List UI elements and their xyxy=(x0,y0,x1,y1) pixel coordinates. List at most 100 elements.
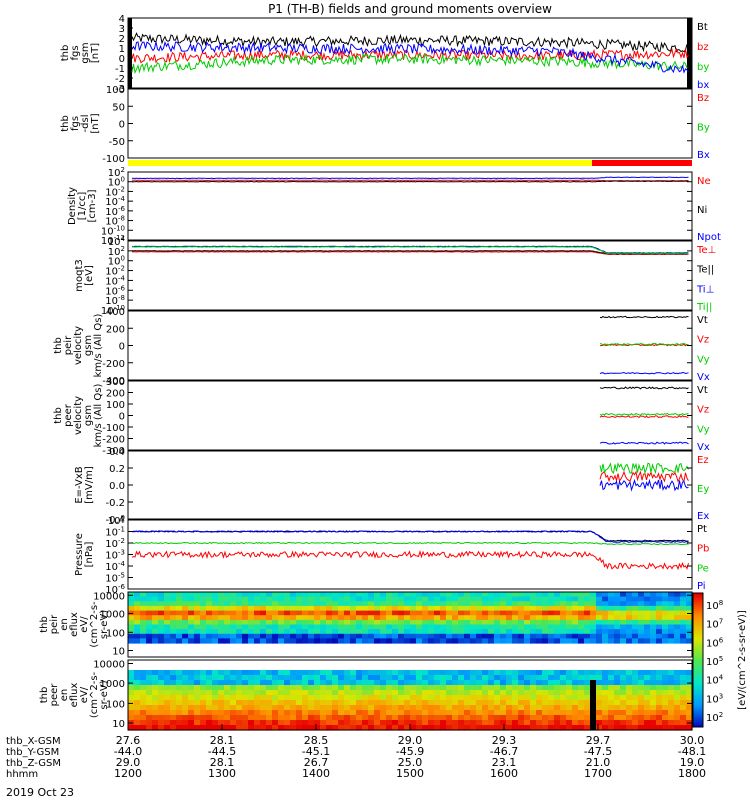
x-tick-label: 1300 xyxy=(208,767,236,780)
chart-title: P1 (TH-B) fields and ground moments over… xyxy=(268,2,552,16)
y-axis-label: [1/cc] xyxy=(77,192,88,221)
x-tick-label: 1700 xyxy=(584,767,612,780)
y-tick-label: 10 xyxy=(112,647,125,658)
y-tick-label: 200 xyxy=(106,389,125,400)
y-axis-label: peir xyxy=(49,614,60,634)
x-tick-label: 21.0 xyxy=(586,756,611,769)
x-tick-label: 25.0 xyxy=(398,756,423,769)
x-tick-label: 1400 xyxy=(302,767,330,780)
y-axis-label: km/s (All Qs) xyxy=(93,384,104,448)
x-tick-label: 28.5 xyxy=(304,734,329,747)
series-by xyxy=(131,53,689,75)
legend-Pt: Pt xyxy=(697,524,707,535)
legend-Vy: Vy xyxy=(697,354,710,365)
x-tick-label: 29.0 xyxy=(116,756,141,769)
legend-Te⊥: Te⊥ xyxy=(696,245,716,256)
colorbar-label: [eV/(cm^2-s-sr-eV)] xyxy=(737,610,748,710)
series-bz xyxy=(131,47,689,64)
y-tick-label: -2 xyxy=(115,74,125,85)
y-axis-label: [nT] xyxy=(90,43,101,63)
series-Ne xyxy=(131,179,689,182)
x-tick-label: -47.5 xyxy=(584,745,612,758)
y-tick-label: 0 xyxy=(119,54,125,65)
y-tick-label: 10 xyxy=(112,719,125,730)
x-tick-label: -44.5 xyxy=(208,745,236,758)
y-tick-label: 3 xyxy=(119,24,125,35)
legend-Vy: Vy xyxy=(697,424,710,435)
y-tick-label: 0.0 xyxy=(109,481,125,492)
date-label: 2019 Oct 23 xyxy=(6,786,74,799)
colorbar-tick-label: 103 xyxy=(706,692,723,705)
y-axis-label: [cm-3] xyxy=(87,189,98,222)
panel-frame xyxy=(127,171,693,241)
legend-bx: bx xyxy=(697,80,709,91)
x-tick-label: 1200 xyxy=(114,767,142,780)
legend-bz: bz xyxy=(697,42,709,53)
x-tick-label: 28.1 xyxy=(210,756,235,769)
series-Pe xyxy=(131,541,689,546)
colorbar-tick-label: 108 xyxy=(706,599,723,612)
y-axis-label: sr-eV) xyxy=(99,680,110,709)
x-tick-label: 19.0 xyxy=(680,756,705,769)
series-Vx xyxy=(599,371,689,375)
legend-Vz: Vz xyxy=(697,405,709,416)
y-axis-label: km/s (All Qs) xyxy=(93,314,104,378)
y-tick-label: 300 xyxy=(106,377,125,388)
legend-By: By xyxy=(697,123,710,134)
x-tick-label: 23.1 xyxy=(492,756,517,769)
panel-frame xyxy=(127,591,693,658)
legend-Ti⊥: Ti⊥ xyxy=(696,284,714,295)
legend-Ez: Ez xyxy=(697,455,709,466)
y-tick-label: -0.4 xyxy=(105,515,125,526)
y-tick-label: 400 xyxy=(106,307,125,318)
x-tick-label: 29.0 xyxy=(398,734,423,747)
y-axis-label: thb xyxy=(39,616,50,633)
y-axis-label: eflux xyxy=(69,683,80,708)
x-tick-label: 1800 xyxy=(678,767,706,780)
panel-peer_eflux: 10000 1000 100 10 thb peer en eflux eV/(cm^2-s-s… xyxy=(39,659,693,731)
panel-efield: 0.4 0.2 0.0 -0.2 -0.4 E=-VxB [mV/m] Ez Ey Ex xyxy=(74,447,709,526)
y-axis-label: eflux xyxy=(69,612,80,637)
y-tick-label: 0 xyxy=(119,120,125,131)
legend-Vx: Vx xyxy=(697,442,710,453)
x-tick-label: 1600 xyxy=(490,767,518,780)
series-Ni xyxy=(131,180,689,183)
legend-Ne: Ne xyxy=(697,176,711,187)
y-axis-label: [mV/m] xyxy=(84,466,95,504)
x-row-label: hhmm xyxy=(6,769,38,780)
y-tick-label: 0 xyxy=(119,412,125,423)
series-Pb xyxy=(131,549,689,571)
y-axis-label: thb xyxy=(53,407,64,424)
panel-frame xyxy=(127,380,693,451)
y-axis-label: peer xyxy=(63,403,74,427)
colorbar-tick-label: 105 xyxy=(706,655,723,668)
y-axis-label: peir xyxy=(63,335,74,355)
x-tick-label: 30.0 xyxy=(680,734,705,747)
y-axis-label: -dsl xyxy=(80,115,91,133)
y-tick-label: -100 xyxy=(102,154,125,165)
y-tick-label: -0.2 xyxy=(105,498,125,509)
y-tick-label: -200 xyxy=(102,359,125,370)
x-row-label: thb_X-GSM xyxy=(6,736,61,747)
legend-Ex: Ex xyxy=(697,511,709,522)
panel-peir_velocity: 400 200 0 -200 -400 thb peir velocity gsm km/s (A… xyxy=(53,307,710,387)
colorbar-tick-label: 104 xyxy=(706,674,724,687)
series-Ex xyxy=(599,478,689,492)
mode-bar-fast xyxy=(592,160,692,166)
series-bx xyxy=(131,40,689,74)
series-Pi xyxy=(131,530,689,543)
colorbar-tick-label: 107 xyxy=(706,618,723,631)
legend-Vz: Vz xyxy=(697,335,709,346)
series-Bt xyxy=(131,32,689,53)
series-Vz xyxy=(599,415,689,419)
y-axis-label: peer xyxy=(49,683,60,707)
x-tick-label: -45.9 xyxy=(396,745,424,758)
legend-Vt: Vt xyxy=(697,315,708,326)
legend-Pb: Pb xyxy=(697,544,709,555)
y-tick-label: 100 xyxy=(106,400,125,411)
series-Vz xyxy=(599,343,689,347)
legend-Pe: Pe xyxy=(697,563,709,574)
y-axis-label: gsm xyxy=(83,405,94,426)
